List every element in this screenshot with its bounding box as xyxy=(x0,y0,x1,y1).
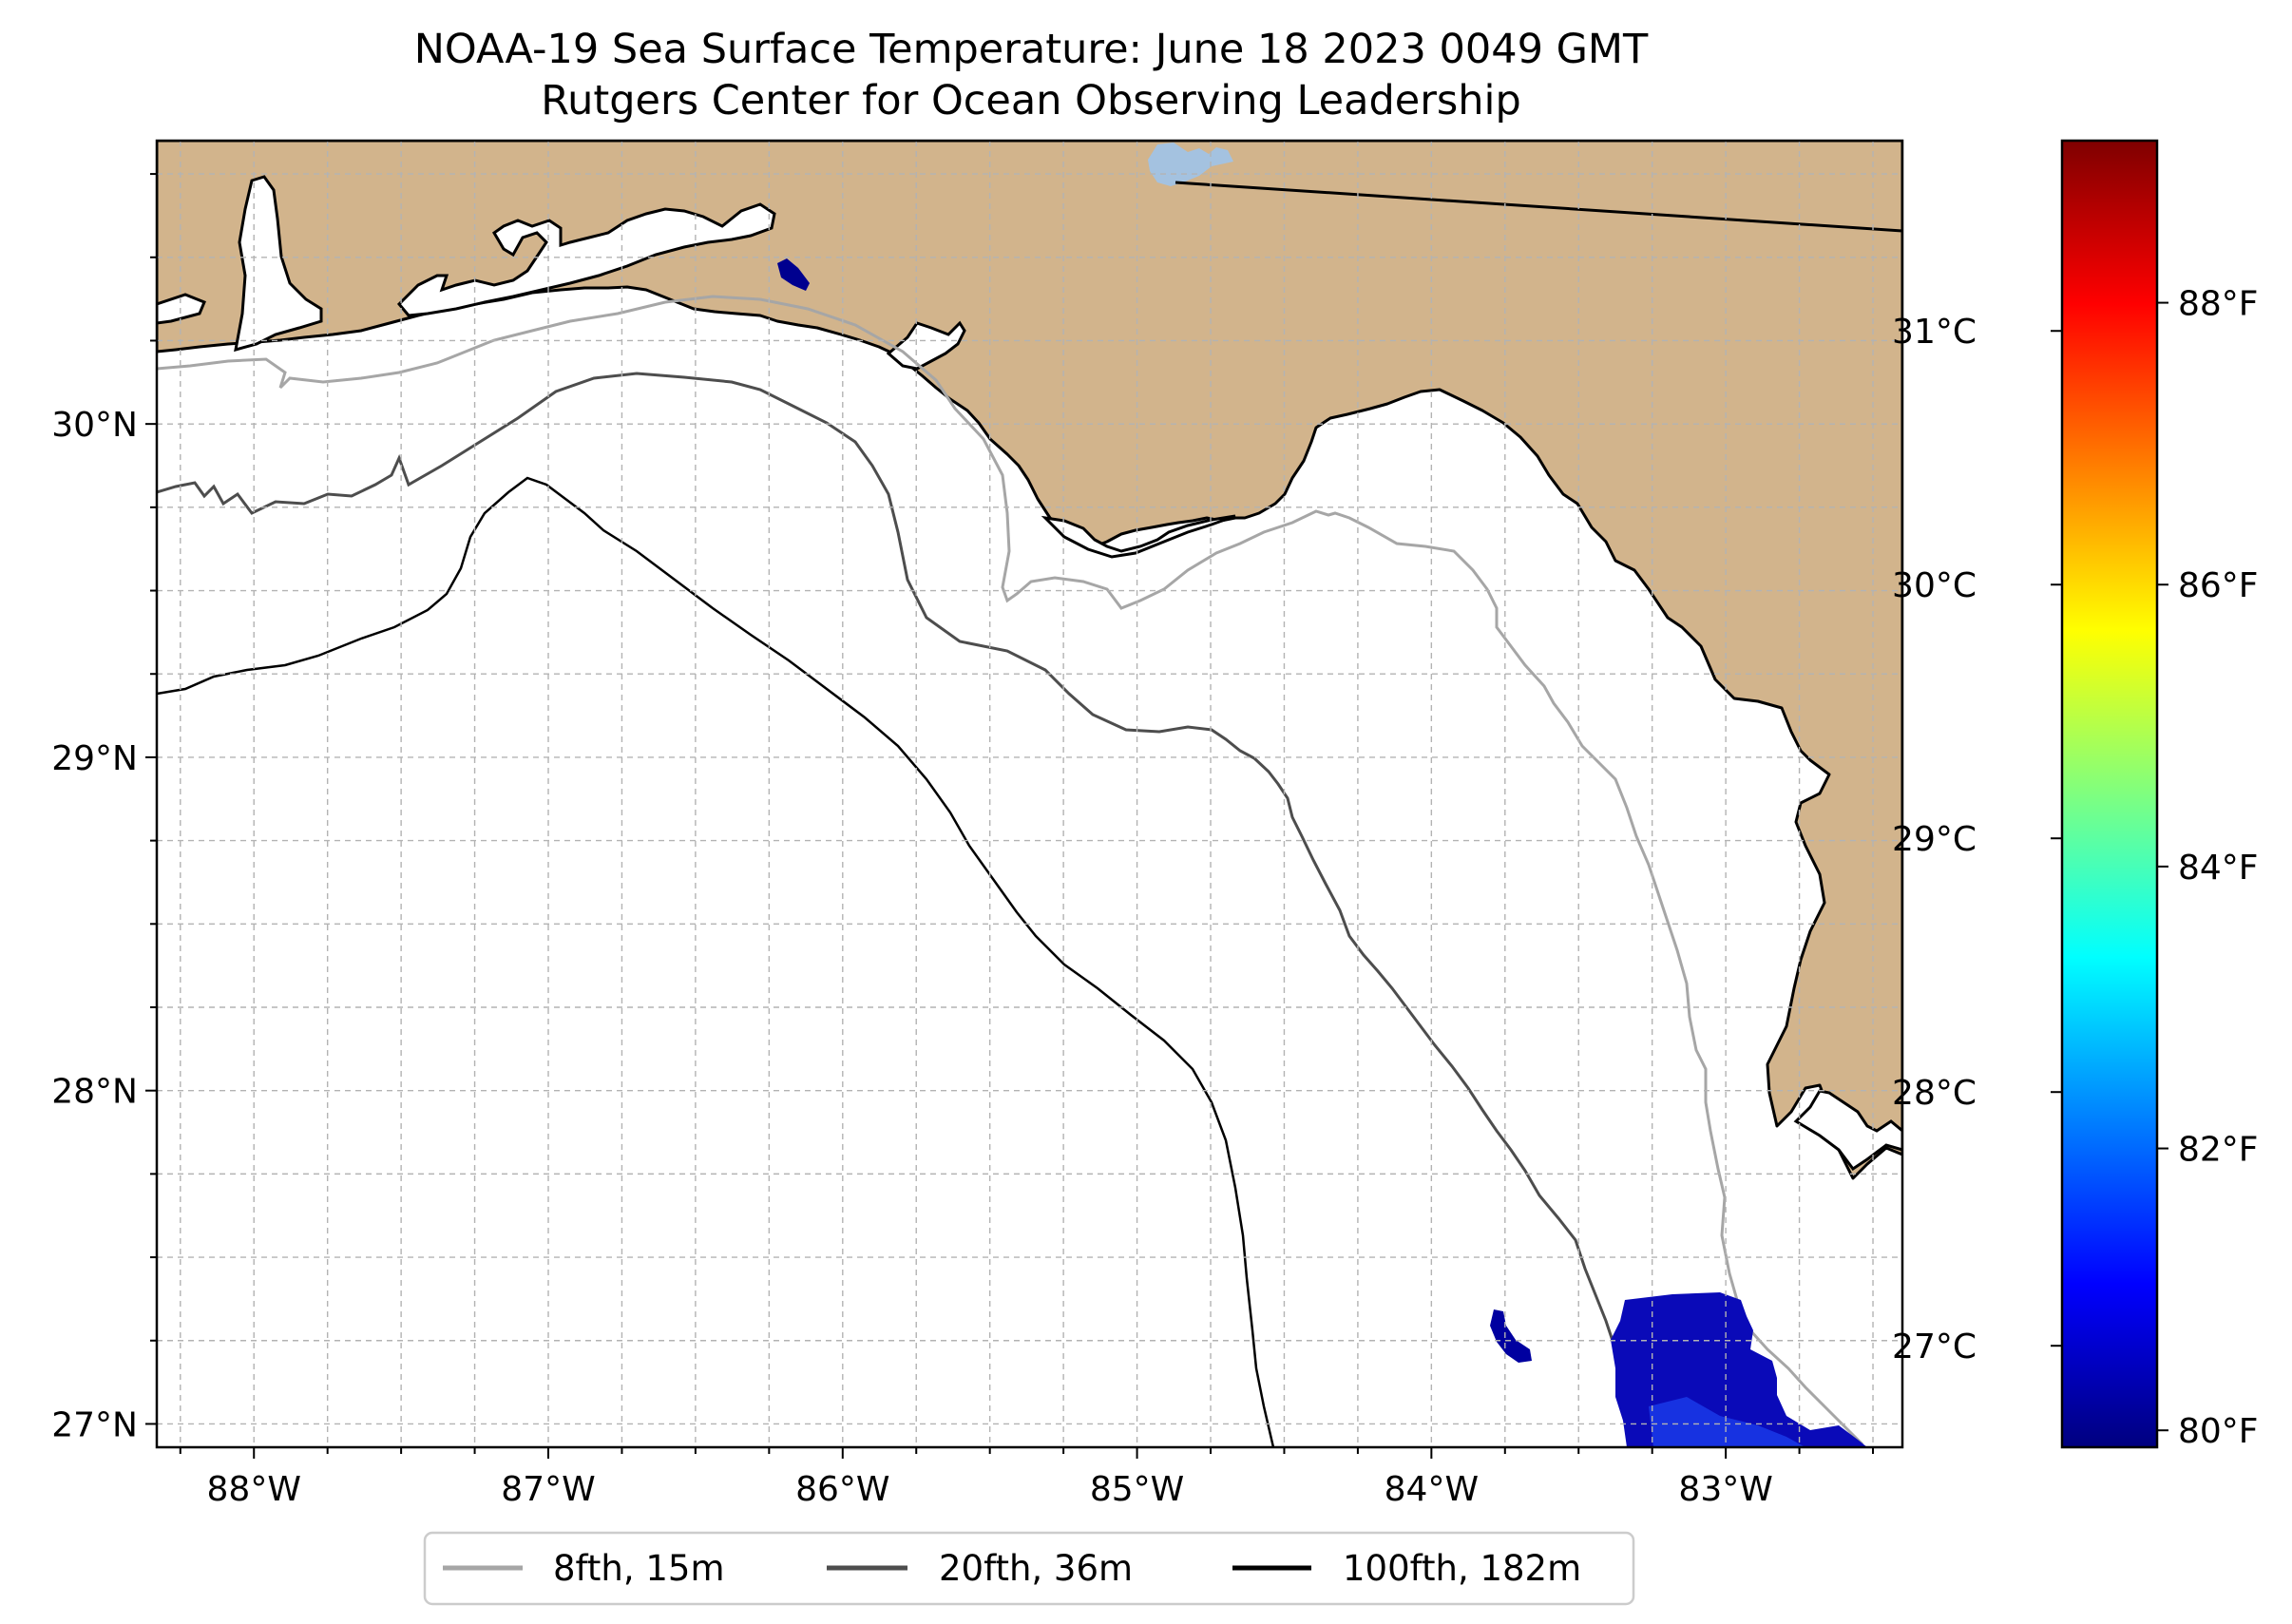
fahrenheit-tick-label: 84°F xyxy=(2178,849,2259,888)
legend-label-8fth: 8fth, 15m xyxy=(553,1548,725,1589)
lon-tick-label: 83°W xyxy=(1678,1470,1772,1509)
contour-8fth-15m xyxy=(157,295,1864,1446)
celsius-tick-label: 30°C xyxy=(1892,566,1977,605)
sst-patch-small xyxy=(1490,1309,1532,1363)
celsius-tick-label: 27°C xyxy=(1892,1328,1977,1366)
contour-legend: 8fth, 15m 20fth, 36m 100fth, 182m xyxy=(423,1531,1635,1606)
celsius-tick-label: 31°C xyxy=(1892,313,1977,352)
fahrenheit-tick-label: 82°F xyxy=(2178,1131,2259,1170)
lat-tick-label: 28°N xyxy=(51,1073,138,1112)
tampa-bay xyxy=(1793,1089,1902,1172)
contour-100fth-182m xyxy=(157,476,1275,1447)
celsius-tick-label: 29°C xyxy=(1892,820,1977,859)
lon-tick-label: 86°W xyxy=(795,1470,889,1509)
celsius-tick-label: 28°C xyxy=(1892,1074,1977,1113)
lon-tick-label: 84°W xyxy=(1385,1470,1479,1509)
state-boundary xyxy=(1175,181,1902,233)
colorbar-fahrenheit-ticks: 80°F 82°F 84°F 86°F 88°F xyxy=(2157,285,2259,1451)
fahrenheit-tick-label: 86°F xyxy=(2178,566,2259,605)
inland-lake xyxy=(1148,143,1233,186)
legend-box xyxy=(423,1531,1635,1606)
map-panel xyxy=(157,141,1902,1447)
gridlines xyxy=(157,141,1902,1447)
legend-label-20fth: 20fth, 36m xyxy=(939,1548,1133,1589)
lon-tick-label: 88°W xyxy=(207,1470,301,1509)
land-mass xyxy=(157,141,1902,1180)
map-frame xyxy=(155,139,1904,1449)
longitude-axis: 88°W 87°W 86°W 85°W 84°W 83°W xyxy=(179,1447,1875,1509)
map-title-line1: NOAA-19 Sea Surface Temperature: June 18… xyxy=(414,26,1649,73)
map-title-line2: Rutgers Center for Ocean Observing Leade… xyxy=(541,77,1521,124)
latitude-axis: 27°N 28°N 29°N 30°N xyxy=(51,173,157,1444)
colorbar-celsius-ticks: 27°C 28°C 29°C 30°C 31°C xyxy=(1892,313,2062,1366)
contour-20fth-36m xyxy=(157,372,1660,1447)
sst-patch-bay xyxy=(777,258,810,291)
lat-tick-label: 27°N xyxy=(51,1405,138,1444)
sst-patch-light xyxy=(1649,1397,1805,1447)
pensacola-bay xyxy=(396,202,776,317)
legend-label-100fth: 100fth, 182m xyxy=(1343,1548,1581,1589)
lon-tick-label: 87°W xyxy=(501,1470,595,1509)
fahrenheit-tick-label: 88°F xyxy=(2178,285,2259,324)
apalachicola-bay xyxy=(1041,514,1236,559)
fahrenheit-tick-label: 80°F xyxy=(2178,1412,2259,1451)
lon-tick-label: 85°W xyxy=(1090,1470,1184,1509)
mobile-bay xyxy=(234,175,323,353)
colorbar-gradient xyxy=(2060,139,2159,1449)
lat-tick-label: 30°N xyxy=(51,406,138,445)
lat-tick-label: 29°N xyxy=(51,739,138,778)
